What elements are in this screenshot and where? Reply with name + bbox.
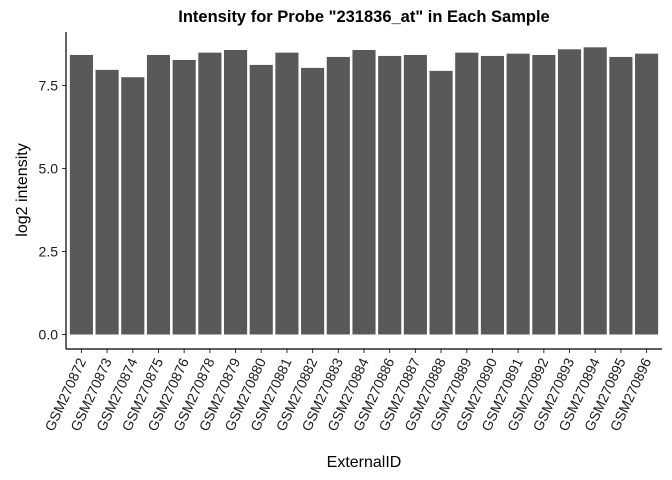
bar-GSM270892 <box>532 54 556 335</box>
bar-GSM270872 <box>69 54 93 335</box>
bar-GSM270883 <box>326 56 350 335</box>
y-tick-label: 2.5 <box>39 244 59 260</box>
y-tick-label: 7.5 <box>39 78 59 94</box>
chart-title: Intensity for Probe "231836_at" in Each … <box>178 8 549 26</box>
x-axis: GSM270872GSM270873GSM270874GSM270875GSM2… <box>41 348 662 434</box>
bar-GSM270880 <box>249 64 273 335</box>
bar-GSM270875 <box>146 54 171 335</box>
bar-GSM270890 <box>480 55 505 335</box>
bar-GSM270876 <box>172 59 196 335</box>
bar-GSM270879 <box>223 49 248 335</box>
bar-GSM270894 <box>583 47 607 335</box>
bar-GSM270884 <box>352 49 376 335</box>
bar-GSM270878 <box>198 52 222 335</box>
bar-GSM270889 <box>455 52 479 335</box>
bar-GSM270886 <box>378 55 402 335</box>
bars-group <box>69 47 659 335</box>
bar-GSM270893 <box>557 49 582 335</box>
bar-GSM270891 <box>506 53 530 335</box>
bar-GSM270887 <box>403 54 427 335</box>
bar-GSM270881 <box>275 52 299 335</box>
bar-GSM270895 <box>609 56 633 335</box>
y-tick-label: 0.0 <box>39 327 59 343</box>
bar-GSM270888 <box>429 70 453 335</box>
bar-GSM270874 <box>121 77 145 335</box>
bar-GSM270882 <box>301 67 325 335</box>
y-tick-label: 5.0 <box>39 161 59 177</box>
y-axis-label: log2 intensity <box>14 143 31 236</box>
x-axis-label: ExternalID <box>327 454 402 471</box>
y-axis: 0.0 2.5 5.0 7.5 <box>39 32 67 349</box>
bar-GSM270873 <box>95 69 119 335</box>
bar-GSM270896 <box>635 53 659 335</box>
